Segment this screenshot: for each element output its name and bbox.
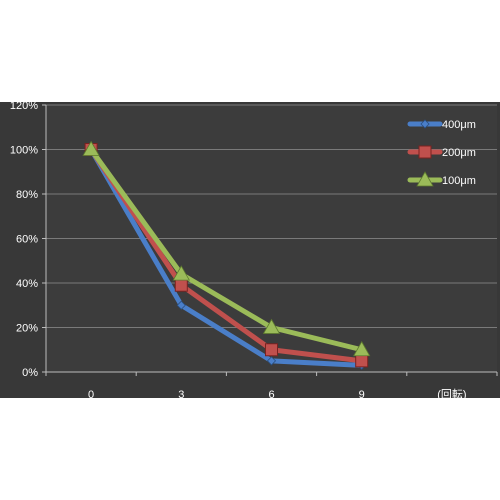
x-tick-label: 6 (268, 389, 274, 401)
y-tick-label: 40% (16, 278, 38, 290)
data-point (172, 265, 190, 281)
data-point (174, 278, 188, 292)
series-line (88, 147, 365, 364)
x-unit-label: (回転) (437, 388, 466, 401)
series-line (88, 147, 365, 353)
legend-item: 200μm (407, 145, 476, 159)
data-point (353, 340, 371, 357)
y-tick-label: 60% (16, 234, 38, 246)
series-1 (84, 143, 369, 368)
x-tick-label: 9 (359, 389, 365, 401)
series-line (88, 147, 365, 368)
legend-marker (420, 119, 430, 129)
data-point (82, 140, 100, 156)
series-2 (82, 140, 371, 357)
data-point (265, 343, 278, 357)
data-point (176, 300, 186, 310)
axes: 0% 20% 40% 60% 80% 100% 120% 0 3 6 9 (回転) (10, 100, 498, 401)
legend-label: 100μm (442, 175, 476, 187)
legend: 400μm 200μm 100μm (407, 119, 476, 187)
legend-marker (416, 171, 434, 187)
y-tick-label: 120% (10, 100, 38, 112)
data-point (262, 318, 281, 334)
y-tick-label: 0% (22, 367, 38, 379)
legend-marker (418, 145, 432, 159)
x-tick-label: 3 (178, 389, 184, 401)
y-tick-label: 100% (10, 145, 38, 157)
y-tick-label: 20% (16, 323, 38, 335)
legend-label: 400μm (442, 119, 476, 131)
y-tick-label: 80% (16, 189, 38, 201)
legend-item: 100μm (407, 171, 476, 187)
data-point (266, 356, 277, 366)
legend-item: 400μm (407, 119, 476, 131)
series-group (82, 140, 371, 370)
data-point (355, 354, 369, 368)
x-tick-label: 0 (88, 389, 94, 401)
legend-label: 200μm (442, 147, 476, 159)
